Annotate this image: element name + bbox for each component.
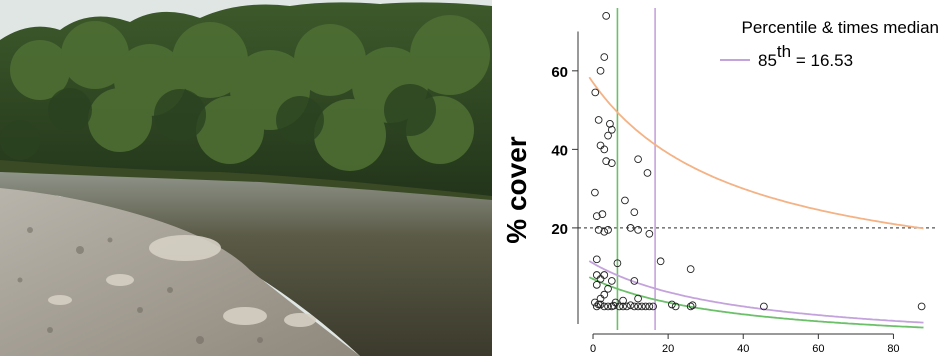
data-point bbox=[622, 197, 629, 204]
x-axis-ticks: 0 20 40 60 80 bbox=[590, 334, 900, 355]
data-point bbox=[646, 230, 653, 237]
data-point bbox=[635, 156, 642, 163]
data-point bbox=[601, 54, 608, 61]
data-point bbox=[597, 142, 604, 149]
data-point bbox=[644, 170, 651, 177]
x-tick-label: 60 bbox=[812, 343, 824, 355]
data-point bbox=[601, 272, 608, 279]
x-tick-label: 80 bbox=[887, 343, 899, 355]
legend-entry-85th: 85th = 16.53 bbox=[758, 42, 853, 70]
data-point bbox=[593, 272, 600, 279]
data-point bbox=[918, 303, 925, 310]
y-axis-ticks: 20 40 60 bbox=[551, 64, 578, 238]
threshold-curves bbox=[589, 77, 923, 327]
data-point bbox=[601, 291, 608, 298]
cover-chart: 20 40 60 0 20 40 60 80 % cover Percentile & ti… bbox=[496, 0, 946, 356]
x-tick-label: 40 bbox=[737, 343, 749, 355]
data-point bbox=[687, 266, 694, 273]
data-point bbox=[593, 281, 600, 288]
data-point bbox=[657, 258, 664, 265]
data-point bbox=[595, 117, 602, 124]
curve-purple bbox=[589, 261, 923, 323]
y-axis-label: % cover bbox=[501, 136, 532, 243]
y-tick-label: 60 bbox=[551, 64, 568, 81]
x-tick-label: 20 bbox=[662, 343, 674, 355]
y-tick-label: 40 bbox=[551, 142, 568, 159]
y-tick-label: 20 bbox=[551, 221, 568, 238]
data-point bbox=[592, 89, 599, 96]
data-point bbox=[597, 67, 604, 74]
x-tick-label: 0 bbox=[590, 343, 596, 355]
data-point bbox=[591, 189, 598, 196]
curve-orange bbox=[589, 77, 923, 228]
data-point bbox=[631, 209, 638, 216]
river-photo-image bbox=[0, 0, 492, 356]
chart-svg: 20 40 60 0 20 40 60 80 % cover Percentile & ti… bbox=[496, 0, 946, 356]
river-photo bbox=[0, 0, 492, 356]
data-point bbox=[601, 146, 608, 153]
legend: Percentile & times median 85th = 16.53 bbox=[720, 18, 939, 70]
data-point bbox=[593, 256, 600, 263]
data-point bbox=[603, 12, 610, 19]
legend-heading: Percentile & times median bbox=[742, 18, 939, 37]
data-point bbox=[605, 132, 612, 139]
data-point bbox=[608, 278, 615, 285]
